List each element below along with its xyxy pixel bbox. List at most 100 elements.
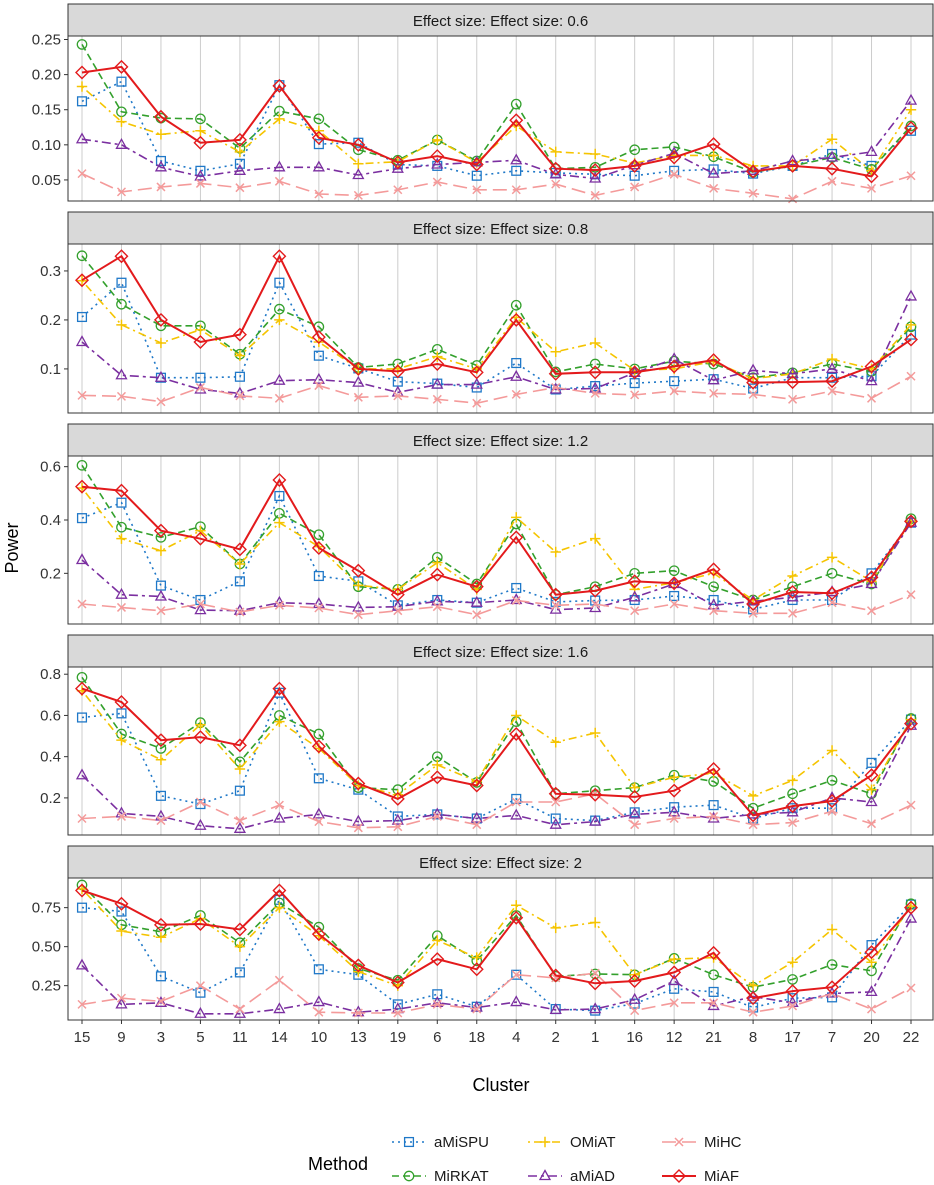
panel-1: Effect size: Effect size: 0.6 0.05 0.10 0.1… <box>32 3 934 204</box>
data-point-amispu <box>76 513 88 524</box>
data-point-mihc <box>116 602 127 612</box>
panel-strip-title: Effect size: Effect size: 1.2 <box>413 433 588 450</box>
data-point-miaf <box>193 917 208 932</box>
data-point-miaf <box>588 365 603 380</box>
data-point-mihc <box>393 606 403 616</box>
data-point-miaf <box>548 786 563 801</box>
y-tick-label: 0.8 <box>40 666 61 683</box>
data-point-omiat <box>432 557 443 568</box>
data-point-mihc <box>195 178 205 188</box>
data-point-amiad <box>194 1006 207 1018</box>
data-point-amiad <box>115 587 128 599</box>
data-point-mirkat <box>510 299 522 311</box>
data-point-amiad <box>431 594 444 606</box>
data-point-amiad <box>510 369 523 381</box>
data-point-miaf <box>667 150 682 165</box>
data-point-amispu <box>195 987 206 998</box>
data-point-amiad <box>786 154 799 166</box>
data-point-miaf <box>627 365 642 380</box>
data-point-miaf <box>588 583 603 598</box>
panel-border <box>67 877 934 1021</box>
data-point-omiat <box>234 941 246 952</box>
data-point-omiat <box>195 525 206 536</box>
data-point-amispu <box>905 329 917 340</box>
data-point-amiad <box>352 600 365 612</box>
data-point-mihc <box>314 603 324 613</box>
panel-strip <box>67 423 934 457</box>
data-point-amiad <box>75 335 89 347</box>
data-point-mihc <box>353 392 363 402</box>
series-line-amiad <box>81 918 912 1015</box>
data-point-mihc <box>551 797 561 807</box>
data-point-amiad <box>75 132 89 144</box>
data-point-mihc <box>906 371 916 381</box>
data-point-miaf <box>706 762 721 777</box>
data-point-omiat <box>550 346 561 357</box>
data-point-mihc <box>709 388 719 398</box>
data-point-miaf <box>706 353 721 368</box>
data-point-mihc <box>630 820 640 830</box>
data-point-omiat <box>274 902 285 913</box>
data-point-amiad <box>470 811 483 823</box>
data-point-amispu <box>590 381 601 392</box>
data-point-miaf <box>588 787 603 802</box>
data-point-miaf <box>75 479 89 494</box>
data-point-mihc <box>116 811 127 821</box>
data-point-amispu <box>76 311 88 323</box>
data-point-amiad <box>668 352 681 364</box>
data-point-mihc <box>748 389 758 399</box>
y-tick-label: 0.3 <box>40 263 61 280</box>
series-line-amiad <box>81 296 912 395</box>
data-point-mihc <box>906 171 916 181</box>
data-point-omiat <box>787 775 798 786</box>
series-line-mirkat <box>81 884 912 989</box>
legend-marker-miaf <box>672 1169 686 1183</box>
data-point-miaf <box>864 359 879 374</box>
data-point-omiat <box>116 319 127 331</box>
data-point-mihc <box>866 1004 877 1014</box>
data-point-mihc <box>788 1001 798 1011</box>
y-tick-label: 0.05 <box>32 172 61 189</box>
data-point-omiat <box>195 719 206 730</box>
data-point-mihc <box>827 806 837 816</box>
data-point-miaf <box>825 374 840 389</box>
data-point-miaf <box>351 776 366 791</box>
data-point-amiad <box>233 821 247 833</box>
data-point-mihc <box>866 183 877 193</box>
data-point-mihc <box>788 818 798 828</box>
data-point-mihc <box>866 393 877 403</box>
data-point-miaf <box>667 359 682 374</box>
data-point-omiat <box>116 734 127 746</box>
data-point-mirkat <box>747 802 759 814</box>
data-point-mihc <box>274 176 284 186</box>
data-point-amiad <box>628 158 641 170</box>
data-point-mirkat <box>787 788 798 800</box>
x-tick-label: 16 <box>626 1029 643 1046</box>
data-point-mirkat <box>708 581 719 593</box>
data-point-mihc <box>511 970 521 980</box>
data-point-amiad <box>904 93 918 105</box>
data-point-mihc <box>353 823 363 833</box>
data-point-amiad <box>628 807 641 819</box>
data-point-mihc <box>669 998 679 1008</box>
data-point-miaf <box>746 164 761 179</box>
data-point-mihc <box>748 820 758 830</box>
panel-border <box>67 455 934 625</box>
data-point-miaf <box>825 980 840 995</box>
data-point-miaf <box>272 249 287 264</box>
x-tick-label: 18 <box>468 1029 485 1046</box>
series-line-mihc <box>81 172 912 200</box>
data-point-omiat <box>589 727 601 739</box>
data-point-amiad <box>194 818 207 830</box>
y-tick-label: 0.1 <box>40 361 61 378</box>
data-point-omiat <box>511 710 522 721</box>
data-point-omiat <box>747 790 759 802</box>
y-tick-label: 0.2 <box>40 312 61 329</box>
data-point-miaf <box>904 900 918 915</box>
data-point-mihc <box>353 610 363 620</box>
y-tick-label: 0.4 <box>40 512 61 529</box>
data-point-amiad <box>865 374 878 386</box>
data-point-amiad <box>75 553 89 565</box>
data-point-omiat <box>313 336 325 348</box>
data-point-omiat <box>787 957 798 968</box>
